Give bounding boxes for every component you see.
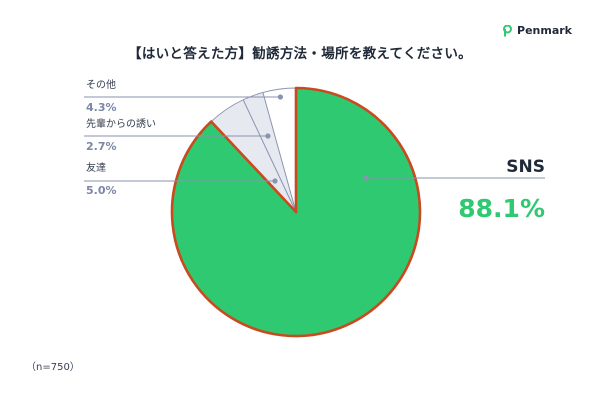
slice-label-3: その他 [86,78,116,91]
slice-label-2: 先輩からの誘い [86,117,156,130]
slice-value-2: 2.7% [86,140,117,153]
brand-name: Penmark [517,24,572,37]
sample-size-note: （n=750） [26,362,80,373]
pie-slice-0 [170,86,422,338]
slice-value-1: 5.0% [86,184,117,197]
leader-dot-3 [277,94,283,100]
slice-label-0: SNS [506,157,545,177]
slice-value-0: 88.1% [458,194,545,223]
slice-value-3: 4.3% [86,101,117,114]
brand-logo: Penmark [503,24,572,37]
leader-dot-1 [272,178,278,184]
leader-dot-2 [265,133,271,139]
slice-label-1: 友達 [86,161,106,174]
leader-dot-0 [363,175,369,181]
chart-title: 【はいと答えた方】勧誘方法・場所を教えてください。 [128,46,472,62]
penmark-logo-icon [503,24,513,36]
